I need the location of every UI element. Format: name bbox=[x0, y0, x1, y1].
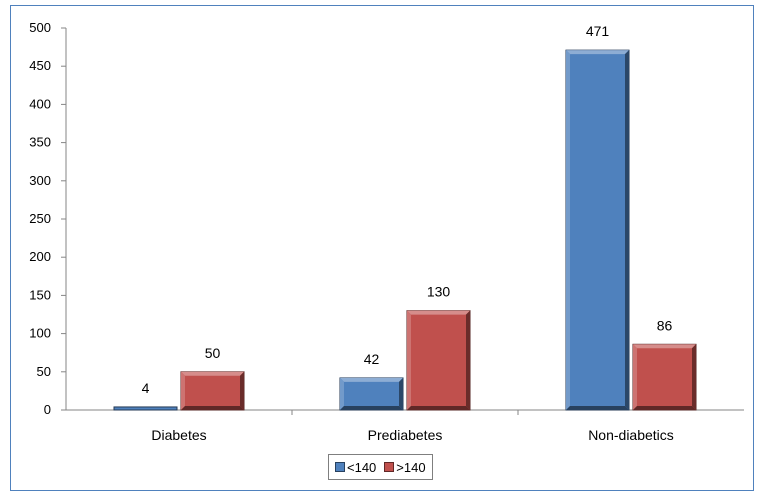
legend-label-series-1: <140 bbox=[347, 459, 377, 475]
y-tick-label-4: 200 bbox=[29, 249, 51, 264]
y-tick-label-10: 500 bbox=[29, 20, 51, 35]
legend-label-series-2: >140 bbox=[396, 459, 426, 475]
legend-item-series-2: >140 bbox=[384, 459, 426, 475]
bar-series-2-cat-0 bbox=[180, 371, 245, 411]
data-label-series-1-cat-1: 42 bbox=[364, 351, 380, 367]
y-tick-label-2: 100 bbox=[29, 326, 51, 341]
y-tick-label-0: 0 bbox=[44, 402, 51, 417]
y-tick-label-3: 150 bbox=[29, 287, 51, 302]
y-tick-label-7: 350 bbox=[29, 135, 51, 150]
legend-swatch-series-2 bbox=[384, 462, 395, 472]
bar-series-1-cat-2 bbox=[565, 49, 630, 411]
legend: <140 >140 bbox=[328, 454, 433, 480]
y-tick-label-9: 450 bbox=[29, 58, 51, 73]
x-tick-label-0: Diabetes bbox=[151, 427, 206, 443]
y-tick-label-5: 250 bbox=[29, 211, 51, 226]
bar-series-1-cat-0 bbox=[113, 406, 178, 411]
legend-swatch-series-1 bbox=[335, 462, 345, 472]
bar-series-2-cat-2 bbox=[632, 343, 697, 411]
x-tick-label-2: Non-diabetics bbox=[588, 427, 674, 443]
data-label-series-1-cat-0: 4 bbox=[142, 380, 150, 396]
y-tick-label-6: 300 bbox=[29, 173, 51, 188]
y-tick-label-8: 400 bbox=[29, 96, 51, 111]
x-tick-label-1: Prediabetes bbox=[368, 427, 443, 443]
data-label-series-2-cat-2: 86 bbox=[657, 317, 673, 333]
data-label-series-2-cat-0: 50 bbox=[205, 345, 221, 361]
bar-series-2-cat-1 bbox=[406, 310, 471, 411]
bar-series-1-cat-1 bbox=[339, 377, 404, 411]
legend-item-series-1: <140 bbox=[335, 460, 376, 475]
data-label-series-1-cat-2: 471 bbox=[586, 23, 610, 39]
data-label-series-2-cat-1: 130 bbox=[427, 284, 451, 300]
y-tick-label-1: 50 bbox=[37, 364, 51, 379]
